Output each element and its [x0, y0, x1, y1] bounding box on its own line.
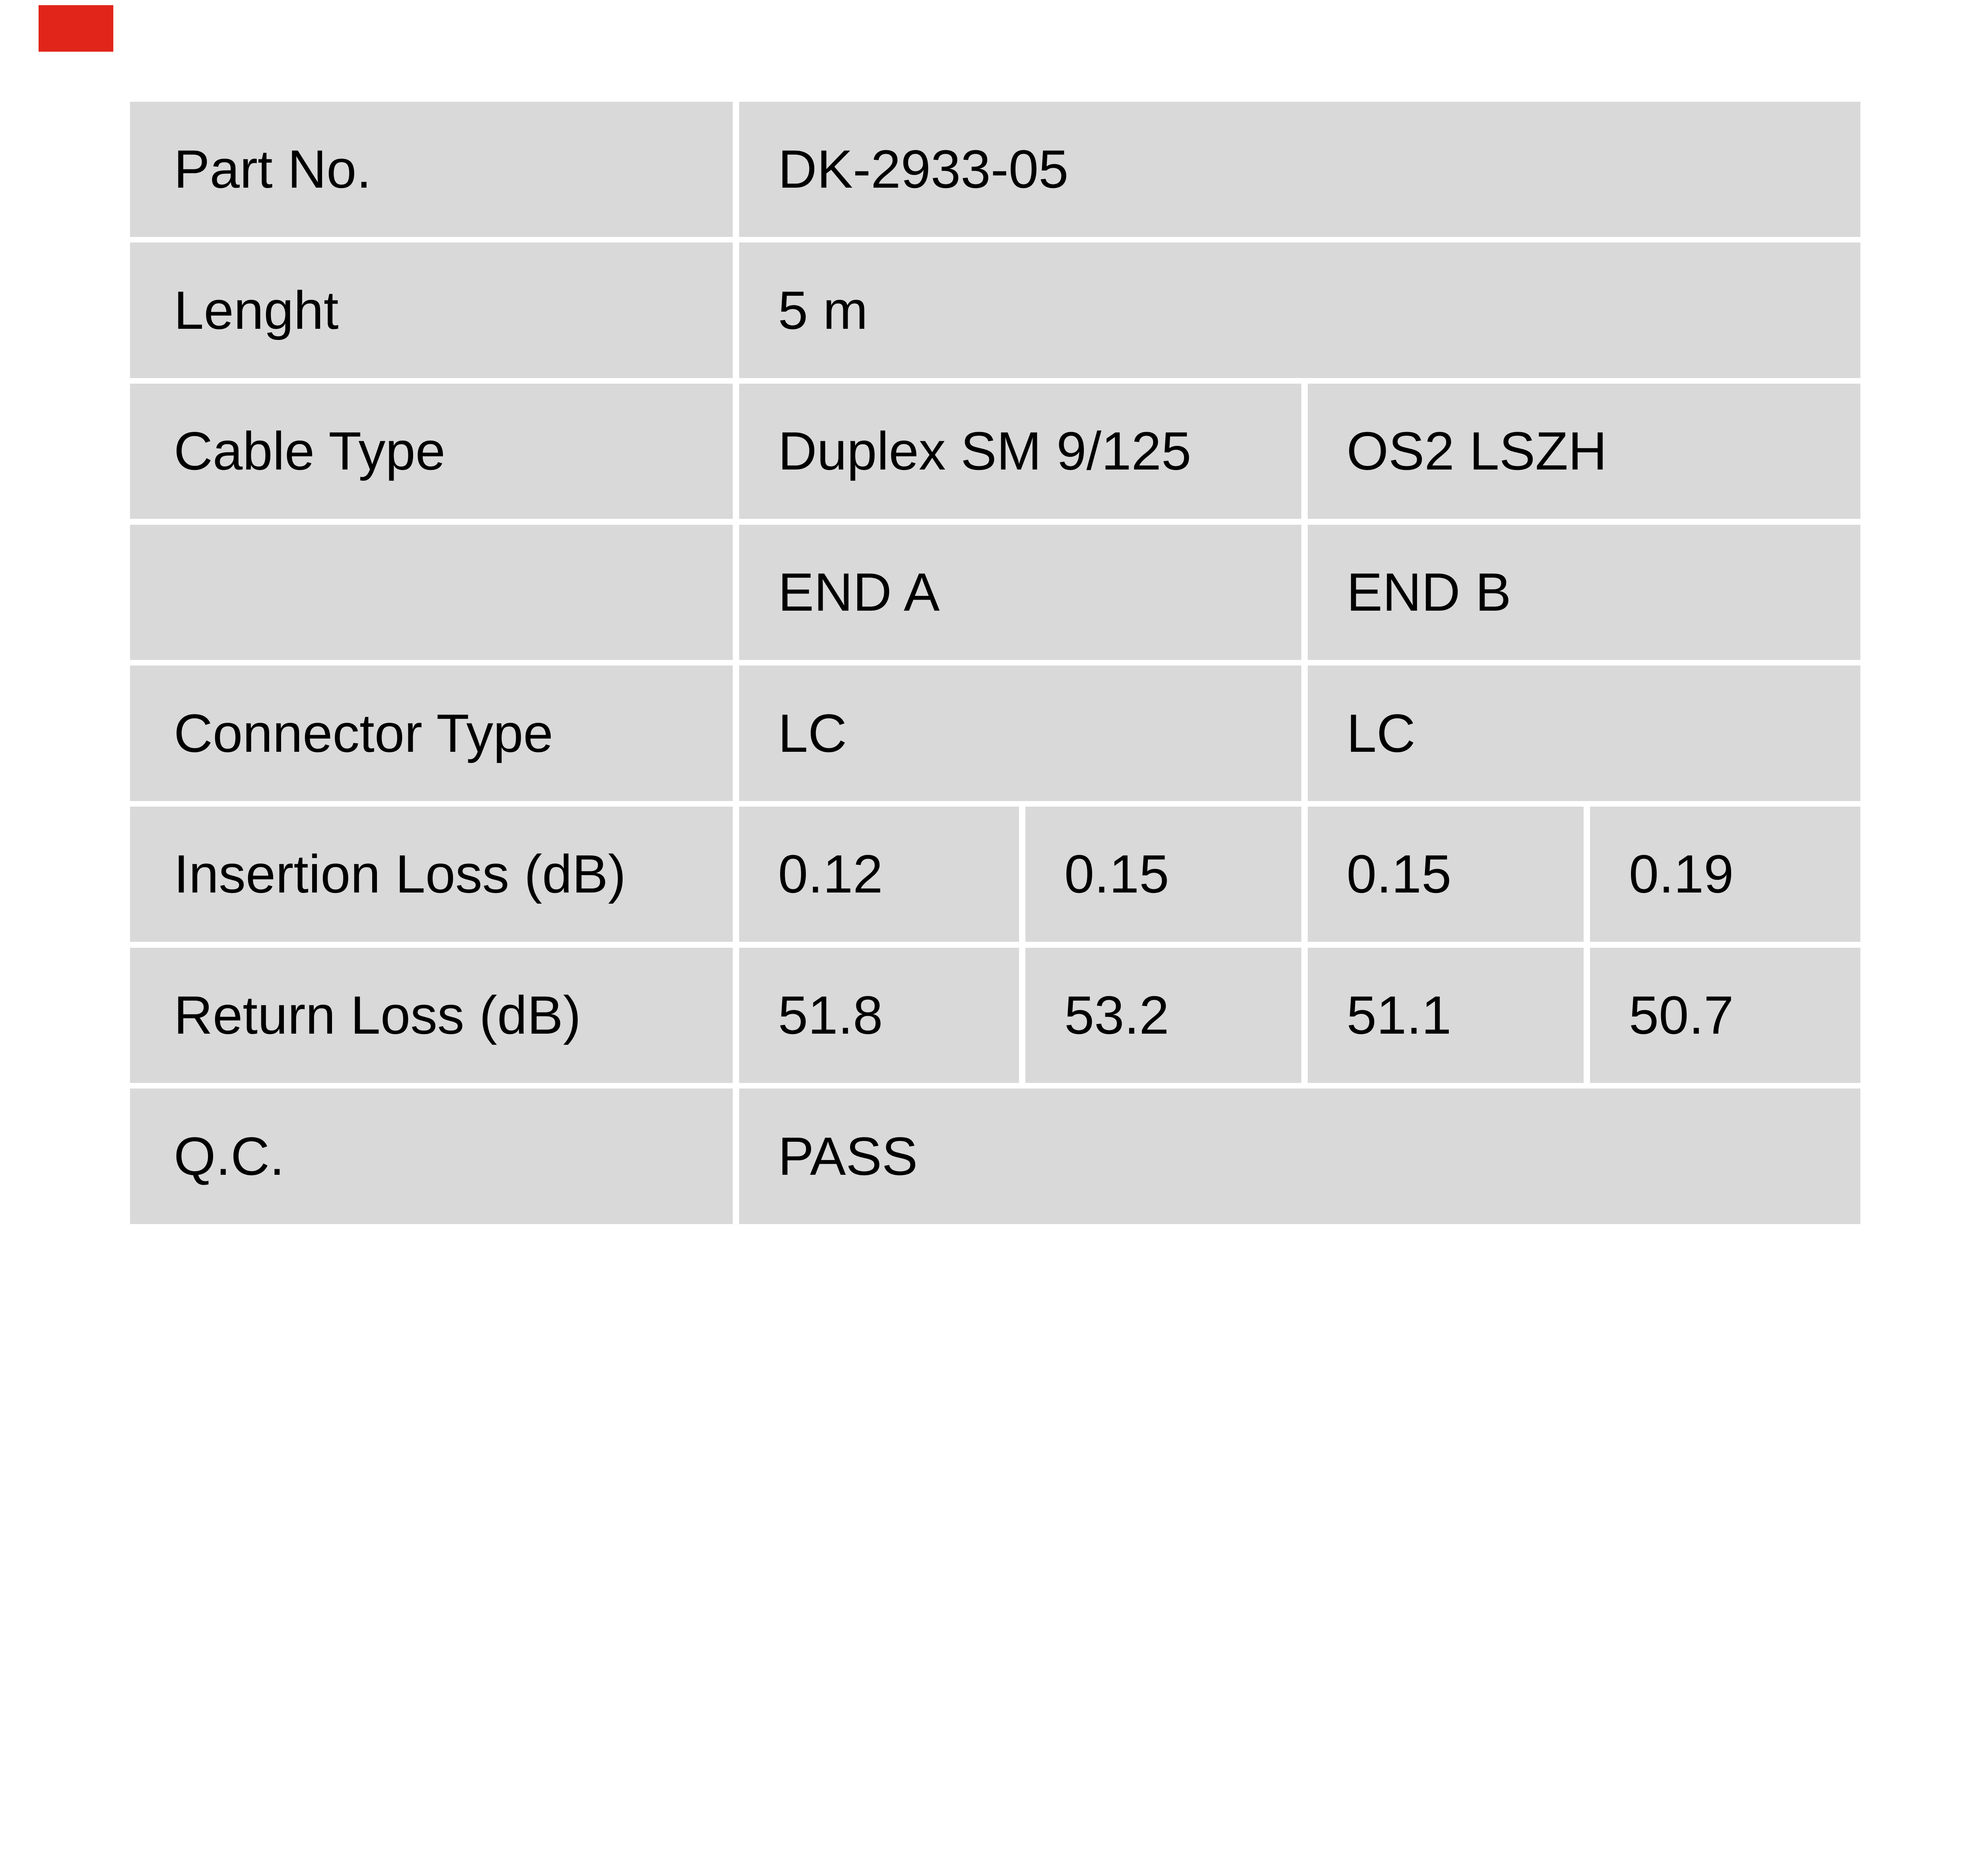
row-ends-empty-label [130, 524, 733, 660]
return-loss-end-b-1: 51.1 [1308, 947, 1584, 1083]
insertion-loss-end-b-1: 0.15 [1308, 806, 1584, 942]
cable-type-value-1: Duplex SM 9/125 [739, 383, 1301, 519]
row-part-no-label: Part No. [130, 101, 733, 237]
cable-type-value-2: OS2 LSZH [1308, 383, 1861, 519]
end-a-header: END A [739, 524, 1301, 660]
row-cable-type-label: Cable Type [130, 383, 733, 519]
length-value: 5 m [739, 243, 1861, 378]
row-insertion-loss-label: Insertion Loss (dB) [130, 806, 733, 942]
qc-value: PASS [739, 1089, 1861, 1224]
row-length-label: Lenght [130, 243, 733, 378]
return-loss-end-b-2: 50.7 [1590, 947, 1861, 1083]
connector-type-end-b: LC [1308, 666, 1861, 801]
insertion-loss-end-a-2: 0.15 [1025, 806, 1301, 942]
spec-table: Part No. DK-2933-05 Lenght 5 m Cable Typ… [130, 101, 1861, 1224]
end-b-header: END B [1308, 524, 1861, 660]
row-qc-label: Q.C. [130, 1089, 733, 1224]
insertion-loss-end-a-1: 0.12 [739, 806, 1019, 942]
part-no-value: DK-2933-05 [739, 101, 1861, 237]
insertion-loss-end-b-2: 0.19 [1590, 806, 1861, 942]
connector-type-end-a: LC [739, 666, 1301, 801]
row-return-loss-label: Return Loss (dB) [130, 947, 733, 1083]
red-logo-mark [39, 5, 113, 52]
datasheet-page: Part No. DK-2933-05 Lenght 5 m Cable Typ… [39, 5, 1861, 1224]
return-loss-end-a-1: 51.8 [739, 947, 1019, 1083]
row-connector-type-label: Connector Type [130, 666, 733, 801]
return-loss-end-a-2: 53.2 [1025, 947, 1301, 1083]
